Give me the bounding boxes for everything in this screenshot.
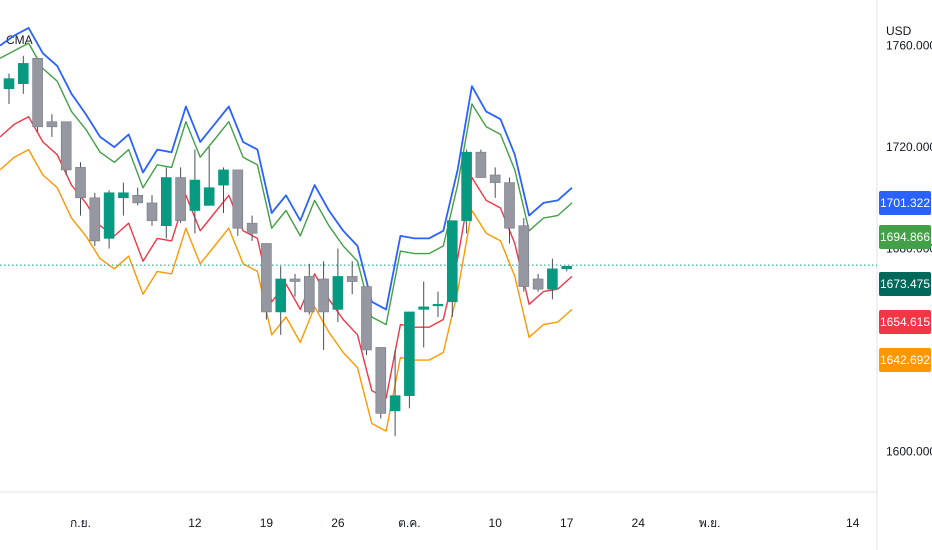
candle-down [32, 58, 43, 128]
candle-down [532, 278, 544, 290]
candle-down [175, 177, 186, 221]
candle-down [489, 174, 501, 183]
candle-up [561, 265, 573, 270]
lower-band-line [0, 115, 573, 399]
candle-down [375, 347, 387, 414]
candle-up [404, 311, 415, 396]
candle-up [446, 220, 458, 303]
candle-down [475, 151, 487, 178]
candle-up [3, 78, 15, 90]
candle-up [275, 278, 287, 313]
candle-up [103, 192, 115, 239]
candle-up [218, 169, 229, 186]
price-tag [879, 272, 931, 296]
y-tick-label: 1600.000 [886, 444, 932, 458]
price-tag [879, 310, 931, 334]
candle-up [547, 268, 558, 290]
x-tick-label: พ.ย. [699, 516, 721, 530]
currency-label: USD [886, 24, 912, 38]
candle-down [518, 225, 530, 287]
x-tick-label: ต.ค. [398, 516, 421, 530]
candle-down [289, 278, 301, 282]
candle-down [504, 182, 515, 229]
lowest-band-line [0, 148, 573, 432]
upper-band-line [0, 26, 573, 311]
candle-up [332, 276, 344, 310]
candle-up [461, 151, 472, 221]
x-tick-label: 26 [331, 516, 345, 530]
candles [3, 55, 573, 437]
candle-down [303, 276, 315, 313]
candle-down [46, 121, 58, 128]
price-tag-label: 1654.615 [880, 315, 930, 329]
candle-down [261, 243, 272, 313]
candle-down [132, 194, 143, 204]
candle-up [118, 192, 129, 199]
time-axis[interactable]: ก.ย. 12 19 26 ต.ค. 10 17 24 พ.ย. 14 [70, 516, 860, 530]
price-tag-label: 1694.866 [880, 230, 930, 244]
mid-band-line [0, 42, 573, 326]
x-tick-label: 10 [489, 516, 503, 530]
candle-down [361, 286, 372, 351]
x-tick-label: 12 [188, 516, 202, 530]
price-tags: 1701.322 1694.866 1673.475 1654.615 1642.692 [879, 191, 931, 372]
symbol-label: CMA [6, 33, 33, 47]
x-tick-label: 17 [560, 516, 574, 530]
x-tick-label: 19 [260, 516, 274, 530]
candle-up [432, 304, 444, 307]
y-tick-label: 1760.000 [886, 39, 932, 53]
candle-down [60, 121, 72, 171]
candle-down [232, 169, 244, 229]
x-tick-label: 14 [846, 516, 860, 530]
price-tag-label: 1642.692 [880, 353, 930, 367]
candle-down [75, 167, 86, 199]
x-tick-label: 24 [632, 516, 646, 530]
candle-up [389, 395, 401, 412]
price-tag-label: 1673.475 [880, 277, 930, 291]
bands-overlay [0, 26, 573, 432]
candle-up [418, 306, 430, 310]
x-tick-label: ก.ย. [70, 516, 91, 530]
price-tag [879, 348, 931, 372]
candle-down [89, 197, 101, 242]
candle-down [318, 278, 329, 313]
price-tag [879, 191, 931, 215]
price-tag [879, 225, 931, 249]
candle-down [346, 276, 358, 282]
candle-up [189, 179, 201, 211]
y-tick-label: 1720.000 [886, 140, 932, 154]
candle-up [17, 63, 29, 84]
candle-up [203, 187, 215, 206]
price-tag-label: 1701.322 [880, 196, 930, 210]
candle-down [246, 222, 258, 234]
candle-down [146, 202, 158, 221]
candle-up [161, 177, 172, 227]
